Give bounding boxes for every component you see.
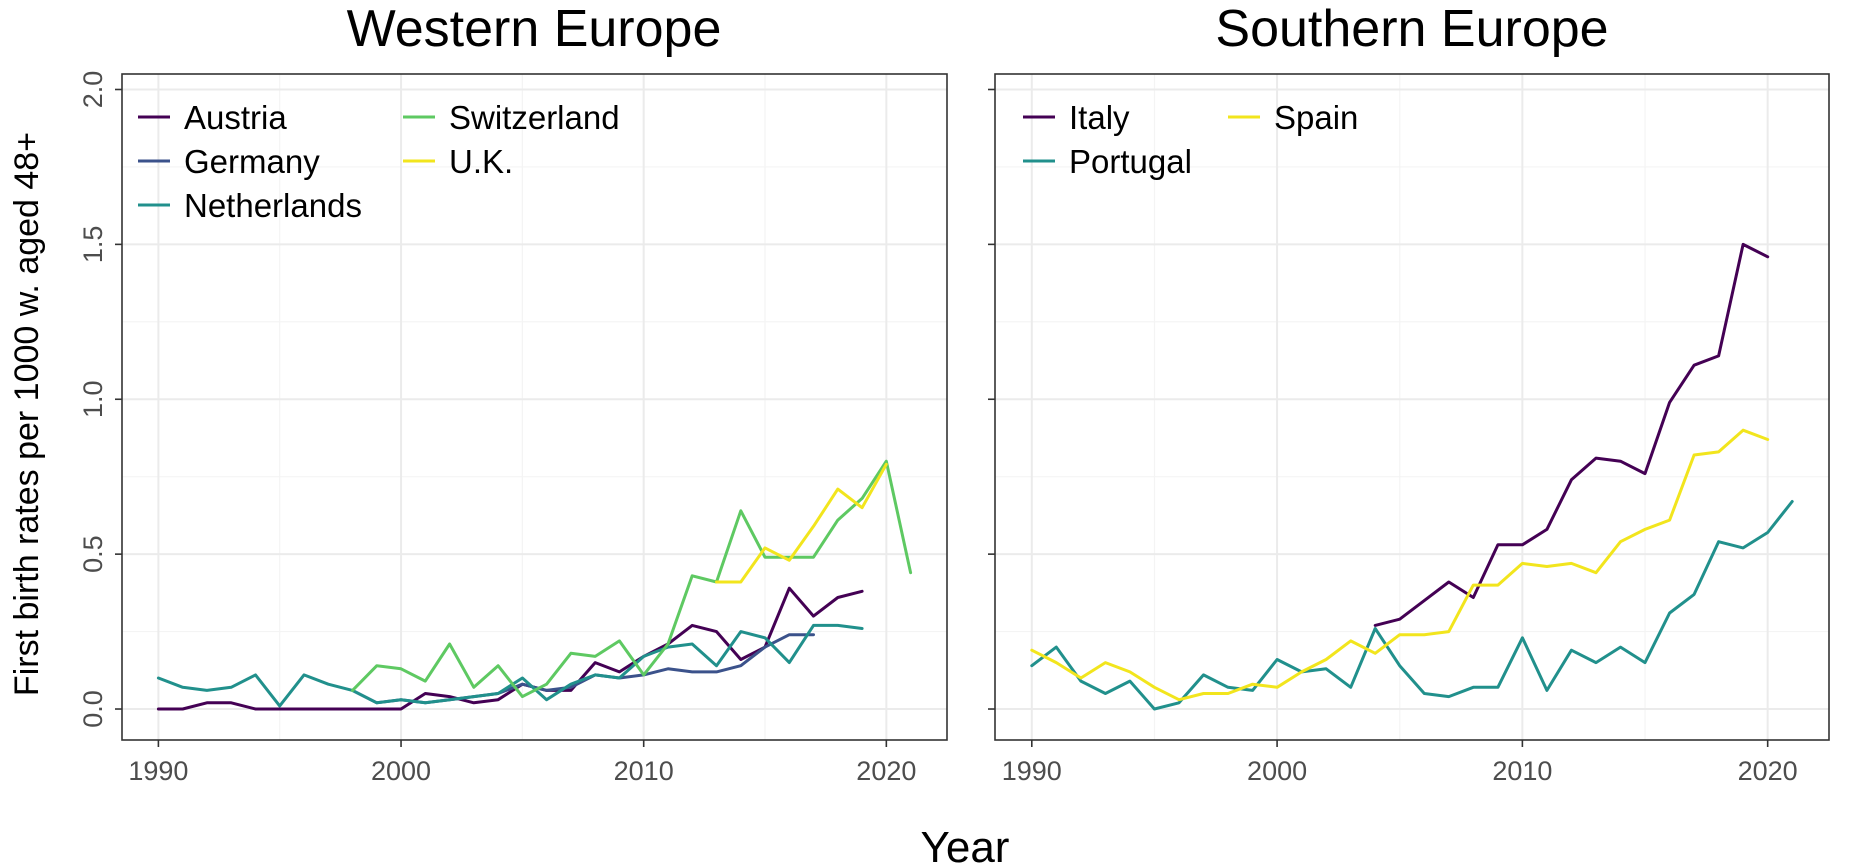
legend-label-italy: Italy (1069, 99, 1130, 136)
x-tick-label: 2000 (371, 756, 431, 786)
legend: Italy Portugal Spain (1023, 99, 1358, 180)
x-axis-title: Year (921, 823, 1010, 866)
series-line-austria (156, 586, 864, 711)
legend-label-switzerland: Switzerland (449, 99, 620, 136)
series-line-u-k (715, 462, 888, 584)
x-tick-label: 2020 (856, 756, 916, 786)
legend-label-netherlands: Netherlands (184, 187, 362, 224)
series-line-germany (351, 633, 815, 705)
legend-label-portugal: Portugal (1069, 143, 1192, 180)
panel-title: Southern Europe (1215, 0, 1608, 58)
x-tick-label: 2010 (1492, 756, 1552, 786)
legend: Austria Germany Netherlands Switzerland U.K. (138, 99, 620, 224)
panel-title: Western Europe (347, 0, 722, 58)
series-line-netherlands (156, 623, 864, 708)
y-tick-label: 0.5 (78, 535, 108, 573)
y-tick-label: 2.0 (78, 71, 108, 109)
y-axis-title: First birth rates per 1000 w. aged 48+ (8, 132, 46, 696)
y-tick-label: 1.0 (78, 380, 108, 418)
legend-label-austria: Austria (184, 99, 287, 136)
x-tick-label: 1990 (1002, 756, 1062, 786)
panel-western-europe: Western Europe 0.0 0.5 1.0 1.5 2.0 1990 2000 201… (78, 0, 948, 786)
panel-southern-europe: Southern Europe 1990 2000 2010 2020 Italy Port… (988, 0, 1830, 786)
series-line-portugal (1030, 500, 1794, 711)
legend-label-u-k: U.K. (449, 143, 513, 180)
legend-label-spain: Spain (1274, 99, 1358, 136)
series-line-italy (1373, 242, 1770, 627)
x-tick-label: 2020 (1738, 756, 1798, 786)
panel-frame (121, 73, 948, 741)
series-line-switzerland (351, 459, 913, 699)
y-tick-label: 0.0 (78, 690, 108, 728)
y-tick-label: 1.5 (78, 226, 108, 264)
x-tick-label: 1990 (128, 756, 188, 786)
legend-label-germany: Germany (184, 143, 320, 180)
panel-frame (994, 73, 1830, 741)
x-tick-label: 2000 (1247, 756, 1307, 786)
x-tick-label: 2010 (614, 756, 674, 786)
series-line-spain (1030, 428, 1770, 702)
